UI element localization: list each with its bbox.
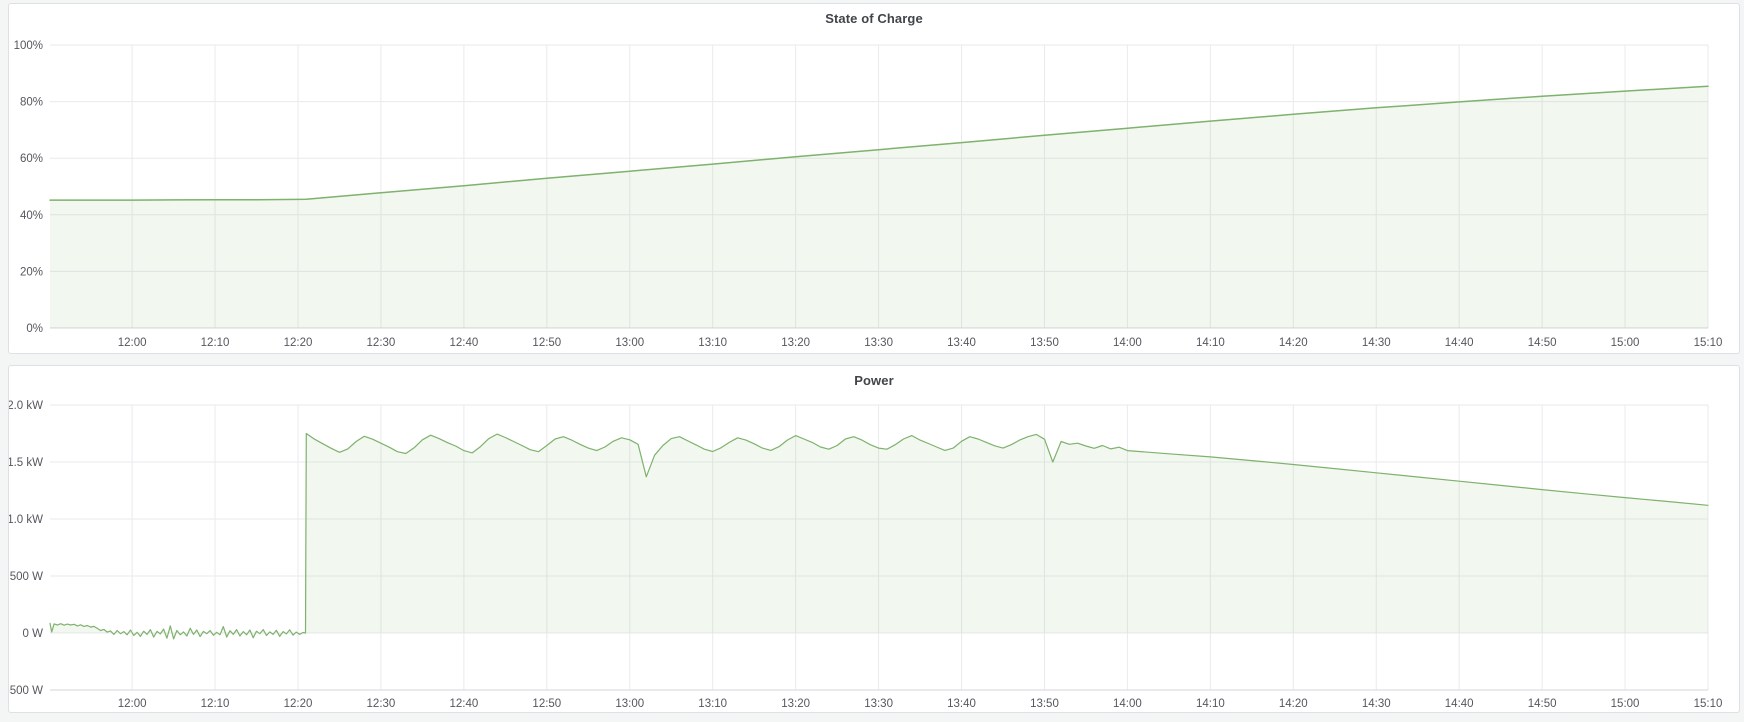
x-axis-tick-label: 14:20 bbox=[1279, 698, 1308, 710]
x-axis-tick-label: 14:00 bbox=[1113, 337, 1142, 349]
y-axis-tick-label: 80% bbox=[20, 97, 43, 109]
x-axis-tick-label: 13:50 bbox=[1030, 698, 1059, 710]
x-axis-tick-label: 14:10 bbox=[1196, 337, 1225, 349]
panel-state-of-charge: State of Charge 0% 20% 40% 60% 80% 100% 12:00 1… bbox=[8, 3, 1740, 354]
x-axis-tick-label: 12:20 bbox=[284, 337, 313, 349]
y-axis-tick-label: 1.0 kW bbox=[9, 514, 43, 526]
x-axis-tick-label: 14:40 bbox=[1445, 337, 1474, 349]
x-axis-tick-label: 15:10 bbox=[1694, 698, 1723, 710]
x-axis-tick-label: 13:30 bbox=[864, 337, 893, 349]
y-axis-tick-label: 0% bbox=[26, 323, 43, 335]
x-axis-tick-label: 12:50 bbox=[532, 698, 561, 710]
x-axis-tick-label: 15:00 bbox=[1611, 698, 1640, 710]
x-axis-tick-label: 13:30 bbox=[864, 698, 893, 710]
series-area bbox=[50, 86, 1708, 328]
x-axis-tick-label: 13:10 bbox=[698, 698, 727, 710]
x-axis-tick-label: 14:10 bbox=[1196, 698, 1225, 710]
y-axis-tick-label: 100% bbox=[14, 40, 43, 52]
x-axis-tick-label: 15:00 bbox=[1611, 337, 1640, 349]
x-axis-tick-label: 13:10 bbox=[698, 337, 727, 349]
x-axis-tick-label: 14:30 bbox=[1362, 337, 1391, 349]
x-axis-tick-label: 15:10 bbox=[1694, 337, 1723, 349]
x-axis-tick-label: 14:50 bbox=[1528, 698, 1557, 710]
state-of-charge-plot[interactable]: 0% 20% 40% 60% 80% 100% 12:00 12:10 12:20 12:30 12… bbox=[9, 4, 1739, 353]
x-axis-tick-label: 12:00 bbox=[118, 337, 147, 349]
x-axis-tick-label: 14:40 bbox=[1445, 698, 1474, 710]
power-plot[interactable]: -500 W 0 W 500 W 1.0 kW 1.5 kW 2.0 kW 12:00 12:… bbox=[6, 366, 1739, 712]
y-axis-tick-label: 20% bbox=[20, 266, 43, 278]
x-axis-tick-label: 13:20 bbox=[781, 337, 810, 349]
panel-title-state-of-charge[interactable]: State of Charge bbox=[825, 11, 923, 26]
y-axis-tick-label: 60% bbox=[20, 153, 43, 165]
y-axis-tick-label: 2.0 kW bbox=[9, 400, 43, 412]
y-axis-tick-label: 0 W bbox=[23, 628, 44, 640]
x-axis-tick-label: 12:30 bbox=[367, 337, 396, 349]
x-axis-tick-label: 13:50 bbox=[1030, 337, 1059, 349]
panel-power: Power -500 W 0 W 500 W 1.0 kW 1.5 kW 2.0 kW 12… bbox=[6, 365, 1740, 713]
y-axis-tick-label: 500 W bbox=[10, 571, 43, 583]
panel-title-power[interactable]: Power bbox=[854, 373, 894, 388]
x-axis-tick-label: 12:10 bbox=[201, 337, 230, 349]
x-axis-tick-label: 12:40 bbox=[449, 698, 478, 710]
x-axis-tick-label: 13:00 bbox=[615, 698, 644, 710]
series-line bbox=[49, 85, 1709, 201]
y-axis-tick-label: 40% bbox=[20, 210, 43, 222]
x-axis-tick-label: 12:50 bbox=[532, 337, 561, 349]
chart-canvas[interactable]: -500 W 0 W 500 W 1.0 kW 1.5 kW 2.0 kW 12:00 12:… bbox=[6, 366, 1739, 712]
series-line bbox=[49, 432, 1709, 640]
x-axis-tick-label: 14:50 bbox=[1528, 337, 1557, 349]
x-axis-tick-label: 14:30 bbox=[1362, 698, 1391, 710]
x-axis-tick-label: 12:30 bbox=[367, 698, 396, 710]
x-axis-tick-label: 12:20 bbox=[284, 698, 313, 710]
x-axis-tick-label: 13:40 bbox=[947, 337, 976, 349]
x-axis-tick-label: 12:40 bbox=[449, 337, 478, 349]
x-axis-tick-label: 13:00 bbox=[615, 337, 644, 349]
x-axis-tick-label: 13:20 bbox=[781, 698, 810, 710]
y-axis-tick-label: 1.5 kW bbox=[9, 457, 43, 469]
chart-canvas[interactable]: 0% 20% 40% 60% 80% 100% 12:00 12:10 12:20 12:30 12… bbox=[9, 4, 1739, 353]
y-axis-tick-label: -500 W bbox=[9, 685, 43, 697]
x-axis-tick-label: 12:10 bbox=[201, 698, 230, 710]
x-axis-tick-label: 13:40 bbox=[947, 698, 976, 710]
series-area bbox=[50, 433, 1708, 639]
x-axis-tick-label: 12:00 bbox=[118, 698, 147, 710]
x-axis-tick-label: 14:20 bbox=[1279, 337, 1308, 349]
x-axis-tick-label: 14:00 bbox=[1113, 698, 1142, 710]
